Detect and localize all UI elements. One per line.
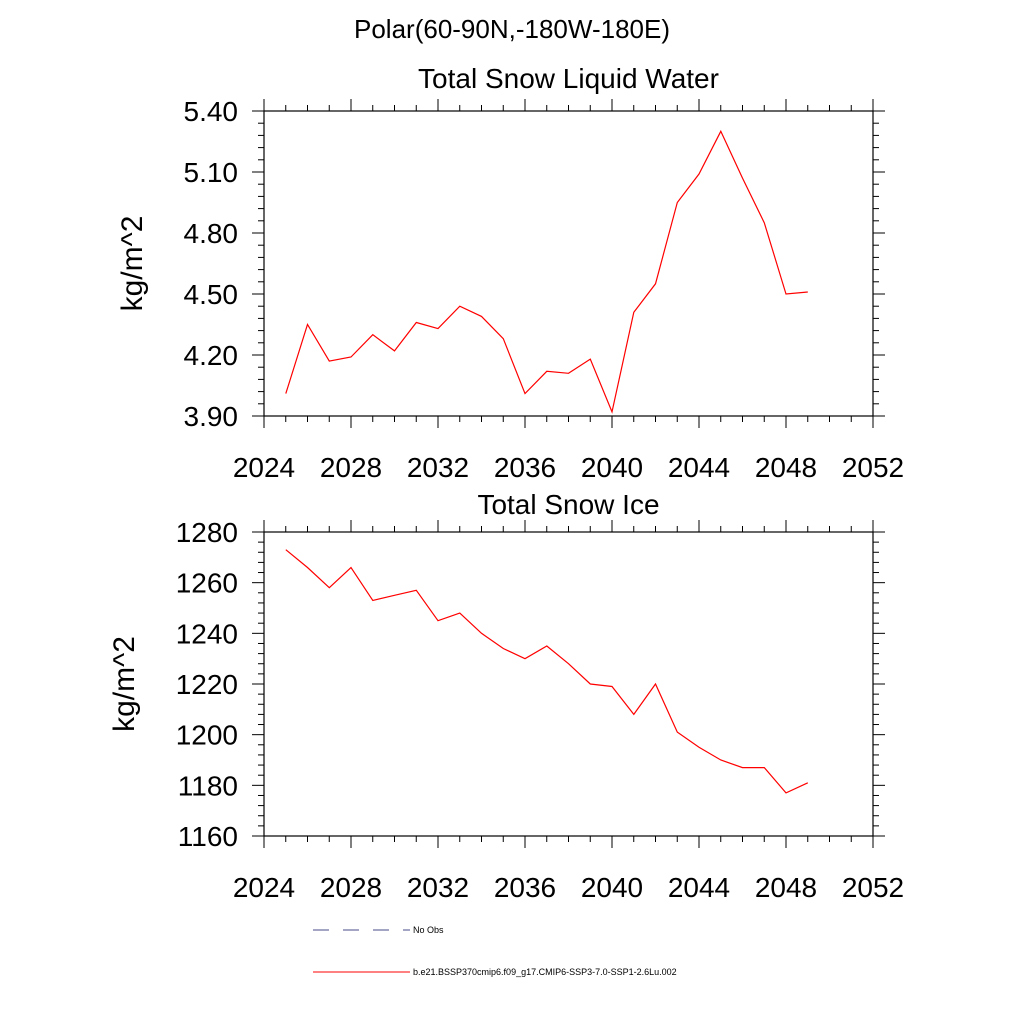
y-tick-label: 1240 [176,618,238,649]
plot-frame [263,110,874,417]
x-tick-label: 2028 [320,872,382,903]
y-tick-label: 1160 [178,821,238,852]
y-tick-label: 1220 [176,669,238,700]
x-tick-label: 2036 [494,452,556,483]
y-tick-label: 5.10 [184,157,239,188]
y-tick-label: 1260 [176,568,238,599]
y-tick-label: 1180 [178,770,238,801]
y-tick-label: 5.40 [184,96,239,127]
x-tick-label: 2052 [842,872,904,903]
y-tick-label: 4.80 [184,218,239,249]
x-tick-label: 2028 [320,452,382,483]
legend: No Obs b.e21.BSSP370cmip6.f09_g17.CMIP6-S… [313,925,677,977]
x-tick-label: 2036 [494,872,556,903]
y-axis-label: kg/m^2 [108,636,141,732]
x-tick-label: 2040 [581,452,643,483]
x-tick-label: 2044 [668,452,730,483]
y-tick-label: 1200 [176,720,238,751]
y-tick-label: 4.20 [184,340,239,371]
chart-title: Total Snow Liquid Water [418,63,719,94]
chart-panel-1: Total Snow Liquid Water kg/m^2 2024 2028 203… [116,63,904,483]
legend-obs-label: No Obs [413,925,444,935]
series-line-1 [285,129,808,414]
y-tick-label: 4.50 [184,279,239,310]
x-tick-label: 2024 [233,872,295,903]
chart-title: Total Snow Ice [477,489,659,520]
x-tick-label: 2044 [668,872,730,903]
y-tick-label: 1280 [176,517,238,548]
x-tick-label: 2052 [842,452,904,483]
x-tick-label: 2024 [233,452,295,483]
series-line-1 [285,549,809,794]
x-tick-label: 2040 [581,872,643,903]
x-tick-label: 2032 [407,452,469,483]
legend-model-label: b.e21.BSSP370cmip6.f09_g17.CMIP6-SSP3-7.… [413,967,677,977]
x-tick-label: 2032 [407,872,469,903]
y-axis-label: kg/m^2 [116,216,149,312]
x-tick-label: 2048 [755,872,817,903]
y-tick-label: 3.90 [184,401,239,432]
chart-panel-2: Total Snow Ice kg/m^2 2024 2028 2032 2036 2040… [108,489,904,903]
plot-frame [263,531,874,837]
x-tick-label: 2048 [755,452,817,483]
figure-title: Polar(60-90N,-180W-180E) [354,14,670,44]
